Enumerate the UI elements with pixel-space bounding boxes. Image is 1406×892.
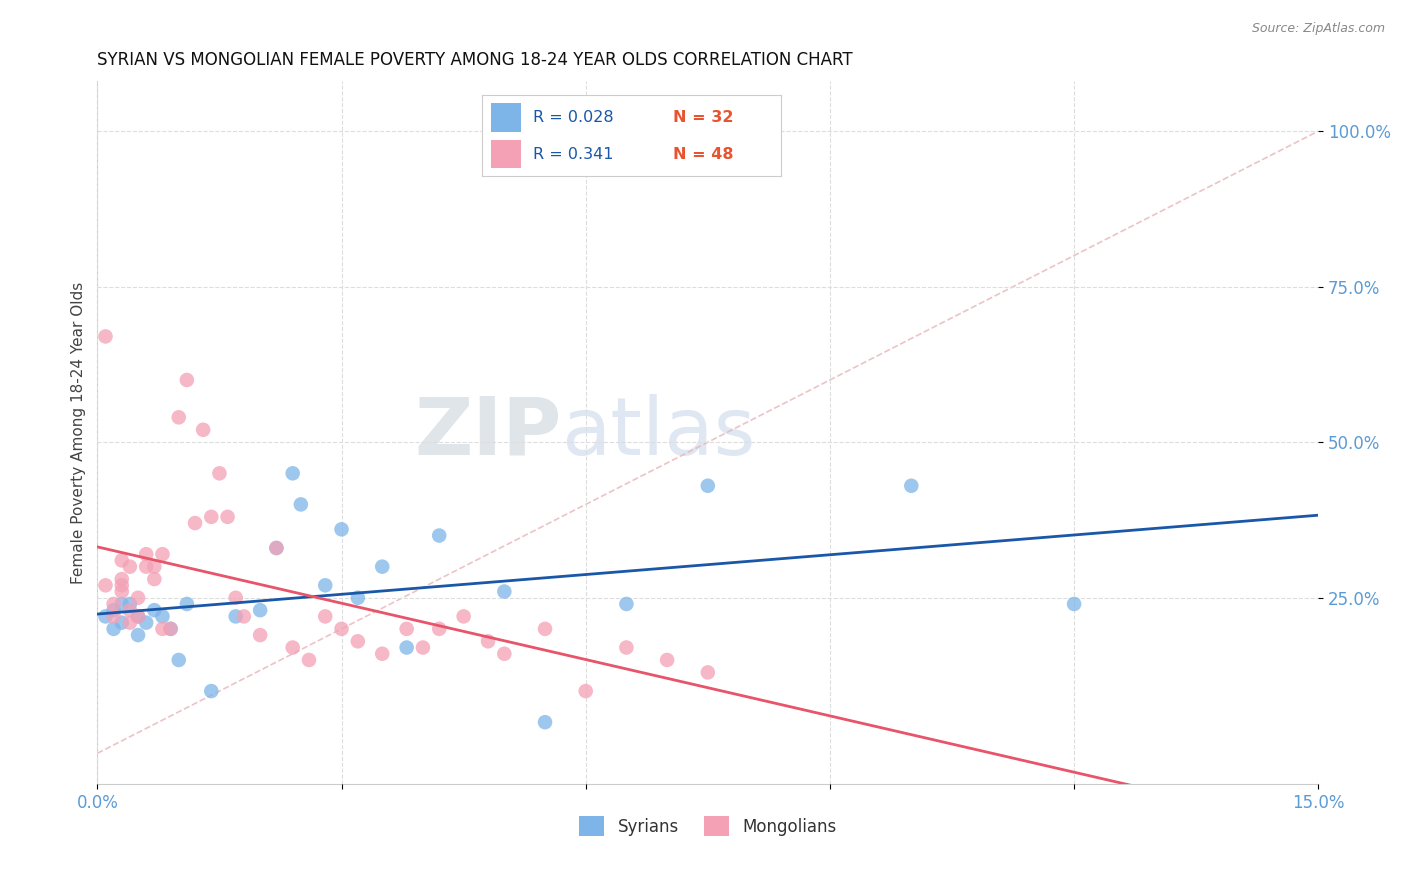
Point — [143, 572, 166, 586]
Y-axis label: Female Poverty Among 18-24 Year Olds: Female Poverty Among 18-24 Year Olds — [72, 282, 86, 584]
Point — [167, 653, 190, 667]
Point — [575, 684, 598, 698]
Point — [200, 684, 222, 698]
Point — [103, 622, 125, 636]
Point — [371, 647, 394, 661]
Point — [477, 634, 499, 648]
Point — [696, 665, 718, 680]
Point — [118, 615, 141, 630]
Text: Source: ZipAtlas.com: Source: ZipAtlas.com — [1251, 22, 1385, 36]
Point — [111, 578, 134, 592]
Point — [534, 715, 557, 730]
Point — [281, 640, 304, 655]
Point — [94, 329, 117, 343]
Point — [225, 591, 247, 605]
Point — [249, 603, 271, 617]
Point — [266, 541, 288, 555]
Point — [696, 479, 718, 493]
Text: atlas: atlas — [561, 394, 755, 472]
Point — [395, 640, 418, 655]
Point — [135, 559, 157, 574]
Point — [616, 640, 638, 655]
Text: ZIP: ZIP — [413, 394, 561, 472]
Point — [94, 578, 117, 592]
Point — [111, 615, 134, 630]
Point — [412, 640, 434, 655]
Point — [208, 467, 231, 481]
Point — [111, 597, 134, 611]
Point — [103, 603, 125, 617]
Point — [176, 373, 198, 387]
Point — [118, 597, 141, 611]
Point — [135, 615, 157, 630]
Point — [94, 609, 117, 624]
Point — [118, 559, 141, 574]
Point — [314, 609, 336, 624]
Point — [184, 516, 207, 530]
Point — [225, 609, 247, 624]
Point — [900, 479, 922, 493]
Point — [159, 622, 181, 636]
Point — [176, 597, 198, 611]
Point — [143, 559, 166, 574]
Point — [395, 622, 418, 636]
Point — [453, 609, 475, 624]
Point — [494, 647, 516, 661]
Point — [346, 634, 368, 648]
Point — [249, 628, 271, 642]
Point — [427, 528, 450, 542]
Point — [330, 622, 353, 636]
Point — [135, 547, 157, 561]
Point — [103, 609, 125, 624]
Point — [290, 497, 312, 511]
Point — [111, 584, 134, 599]
Point — [281, 467, 304, 481]
Point — [152, 547, 174, 561]
Point — [314, 578, 336, 592]
Point — [427, 622, 450, 636]
Point — [111, 572, 134, 586]
Point — [330, 522, 353, 536]
Point — [127, 591, 149, 605]
Point — [191, 423, 214, 437]
Point — [143, 603, 166, 617]
Point — [127, 609, 149, 624]
Point — [127, 628, 149, 642]
Point — [103, 597, 125, 611]
Point — [232, 609, 254, 624]
Point — [167, 410, 190, 425]
Point — [217, 509, 239, 524]
Text: SYRIAN VS MONGOLIAN FEMALE POVERTY AMONG 18-24 YEAR OLDS CORRELATION CHART: SYRIAN VS MONGOLIAN FEMALE POVERTY AMONG… — [97, 51, 853, 69]
Point — [111, 553, 134, 567]
Point — [152, 609, 174, 624]
Point — [266, 541, 288, 555]
Point — [371, 559, 394, 574]
Point — [1063, 597, 1085, 611]
Point — [127, 609, 149, 624]
Point — [616, 597, 638, 611]
Point — [200, 509, 222, 524]
Point — [346, 591, 368, 605]
Point — [494, 584, 516, 599]
Point — [298, 653, 321, 667]
Point — [152, 622, 174, 636]
Point — [159, 622, 181, 636]
Point — [118, 603, 141, 617]
Point — [534, 622, 557, 636]
Legend: Syrians, Mongolians: Syrians, Mongolians — [572, 809, 844, 843]
Point — [655, 653, 678, 667]
